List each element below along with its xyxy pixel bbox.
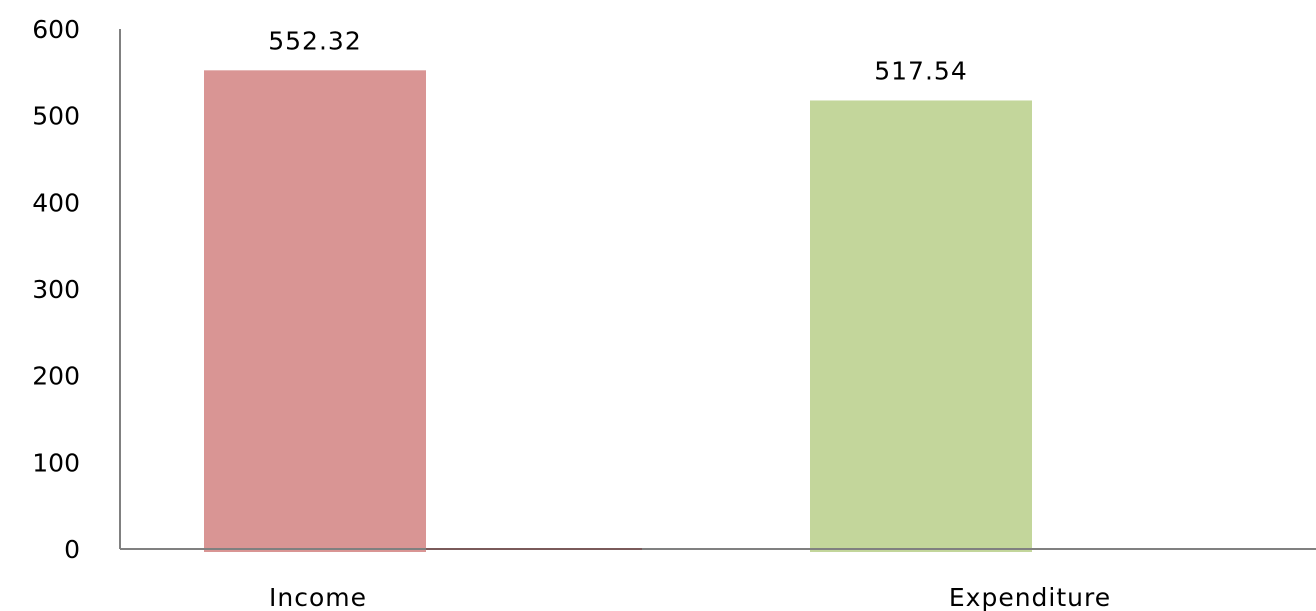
y-tick-label: 300 [32,275,80,304]
bar-expenditure [810,100,1032,552]
data-label-expenditure: 517.54 [874,56,967,85]
y-tick-label: 200 [32,362,80,391]
data-label-income: 552.32 [268,26,361,55]
y-axis-ticks: 0 100 200 300 400 500 600 [32,15,80,564]
bars-group [204,70,1032,553]
x-tick-label-expenditure: Expenditure [949,583,1111,611]
y-tick-label: 600 [32,15,80,44]
data-labels-group: 552.32 517.54 [268,26,967,85]
y-tick-label: 0 [64,535,80,564]
y-tick-label: 100 [32,448,80,477]
y-tick-label: 400 [32,188,80,217]
x-tick-label-income: Income [269,583,367,611]
x-axis-labels: Income Expenditure [269,583,1111,611]
bar-income [204,70,426,553]
y-tick-label: 500 [32,102,80,131]
